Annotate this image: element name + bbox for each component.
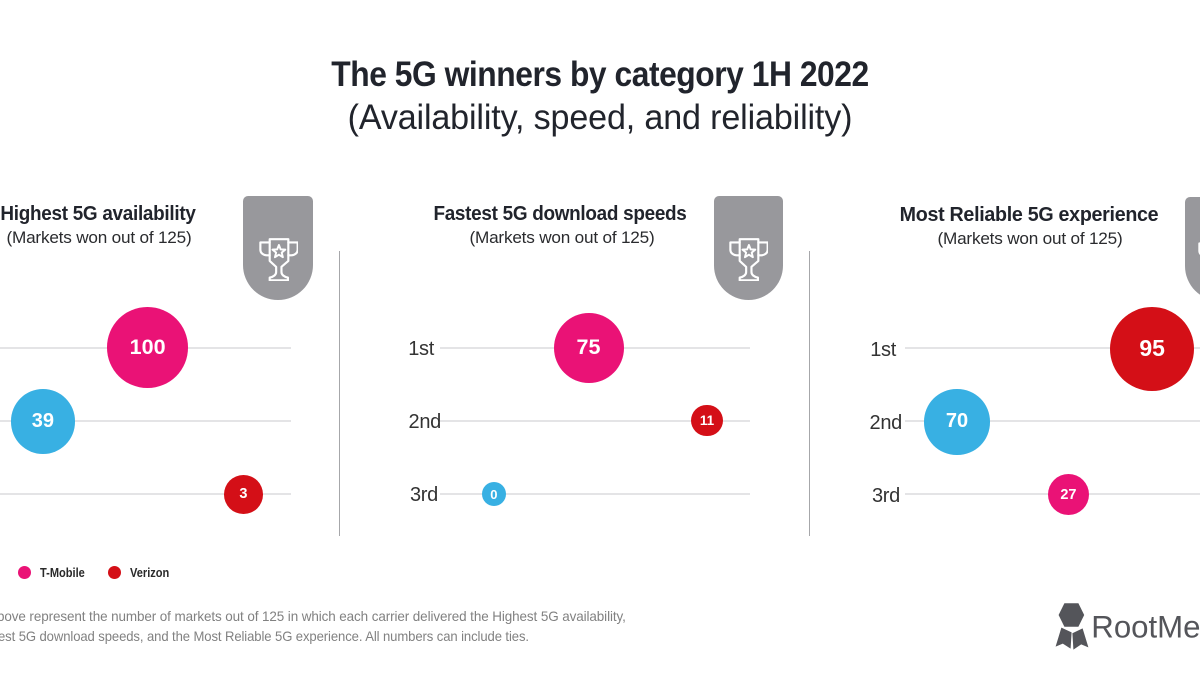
svg-text:RootMetrics: RootMetrics — [1091, 609, 1200, 644]
